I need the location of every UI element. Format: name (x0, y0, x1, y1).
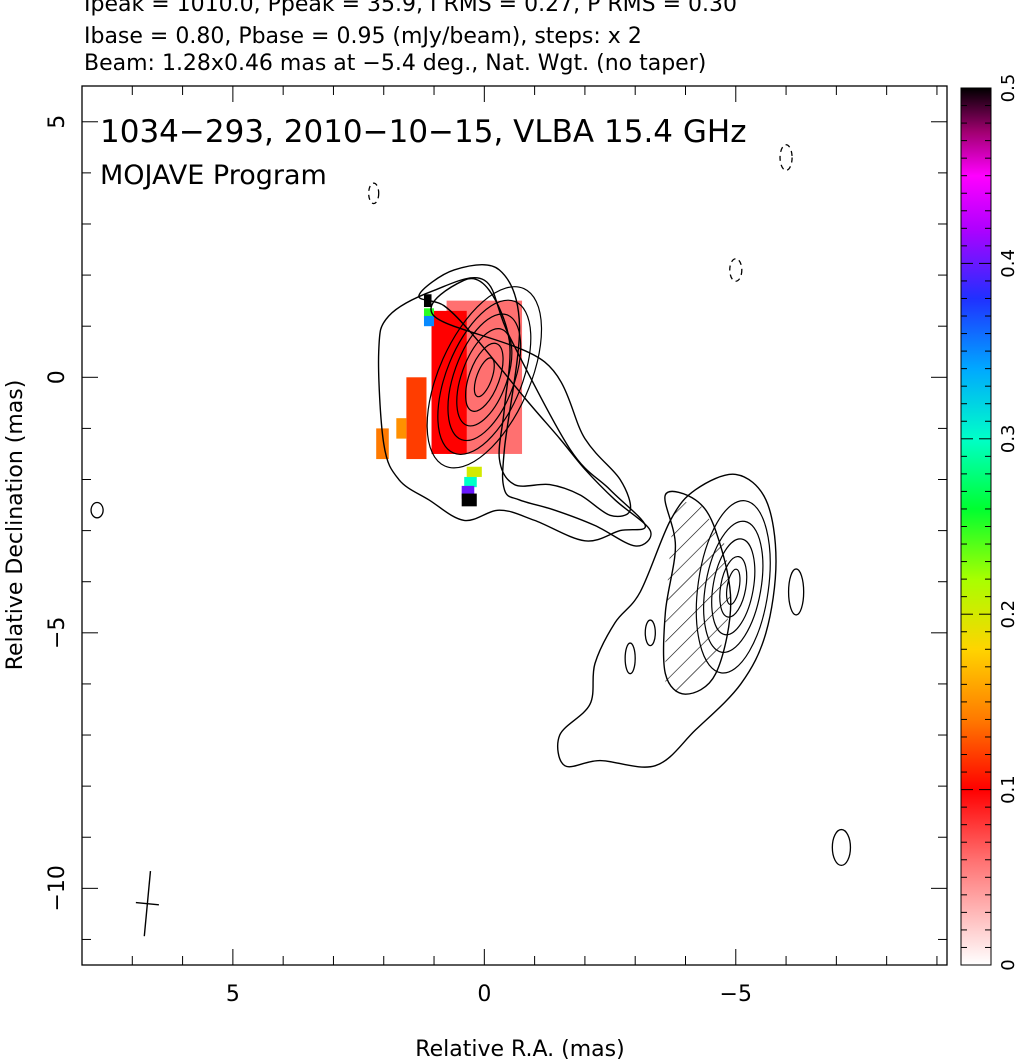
y-tick-label: 5 (45, 115, 70, 129)
pol-pixel (423, 308, 435, 319)
pol-pixel (461, 493, 477, 507)
pol-pixel (466, 466, 482, 477)
y-tick-label: −5 (45, 617, 70, 649)
x-tick-label: −5 (720, 982, 752, 1007)
isolated-contour (624, 642, 636, 675)
colorbar-tick-label: 0.4 (998, 249, 1019, 278)
source-caption: 1034−293, 2010−10−15, VLBA 15.4 GHz (100, 114, 746, 150)
colorbar-tick-label: 0.5 (998, 74, 1019, 103)
x-axis-label: Relative R.A. (mas) (415, 1037, 624, 1060)
header-line-2: Ibase = 0.80, Pbase = 0.95 (mJy/beam), s… (84, 24, 642, 49)
pol-pixel (396, 418, 407, 439)
contour-line (418, 264, 652, 547)
colorbar-tick-label: 0.2 (998, 600, 1019, 629)
secondary-contour (703, 520, 764, 654)
y-tick-label: 0 (45, 370, 70, 384)
hatched-region (665, 499, 731, 700)
colorbar-ticks: 0 0.1 0.2 0.3 0.4 0.5 (961, 74, 1019, 971)
program-caption: MOJAVE Program (100, 160, 327, 191)
x-tick-label: 5 (226, 982, 240, 1007)
pol-pixel (406, 377, 427, 460)
pol-pixel (464, 476, 477, 488)
fractional-polarization-map (376, 294, 523, 507)
secondary-contour (719, 555, 748, 618)
colorbar-tick-label: 0 (998, 959, 1019, 970)
header-line-1: Ipeak = 1010.0, Ppeak = 35.9, I RMS = 0.… (84, 0, 737, 17)
pol-pixel (423, 315, 435, 327)
core-contour (437, 299, 532, 456)
y-tick-label: −10 (45, 865, 70, 911)
hatched-polygon (665, 499, 731, 700)
colorbar-tick-label: 0.3 (998, 424, 1019, 453)
core-contour (464, 342, 504, 412)
secondary-contour (695, 500, 771, 674)
contour-line (557, 473, 777, 768)
contour-line (377, 277, 646, 542)
axis-ticks: 5 0 −5 5 0 −5 −10 (45, 86, 947, 1007)
contour-line (662, 490, 732, 695)
y-axis-label: Relative Declination (mas) (3, 380, 28, 671)
beam-symbol (135, 871, 159, 937)
core-contour (426, 286, 543, 469)
intensity-contours (90, 144, 852, 866)
negative-contour (779, 144, 793, 171)
x-tick-label: 0 (477, 982, 491, 1007)
isolated-contour (831, 828, 852, 866)
isolated-contour (787, 568, 805, 616)
secondary-contour (725, 568, 741, 606)
core-contour (456, 328, 513, 427)
secondary-contour (711, 538, 756, 636)
plot-frame (81, 85, 948, 966)
negative-contour (729, 258, 743, 282)
pol-pixel (431, 310, 467, 454)
negative-contour (368, 182, 380, 205)
core-contour (447, 313, 522, 442)
contour-line (430, 277, 632, 518)
core-contour (473, 357, 495, 398)
beam-cross (135, 871, 159, 937)
colorbar-tick-label: 0.1 (998, 775, 1019, 804)
header-line-3: Beam: 1.28x0.46 mas at −5.4 deg., Nat. W… (84, 51, 707, 76)
beam-minor-axis (135, 901, 159, 906)
isolated-contour (90, 501, 104, 519)
isolated-contour (644, 619, 656, 647)
